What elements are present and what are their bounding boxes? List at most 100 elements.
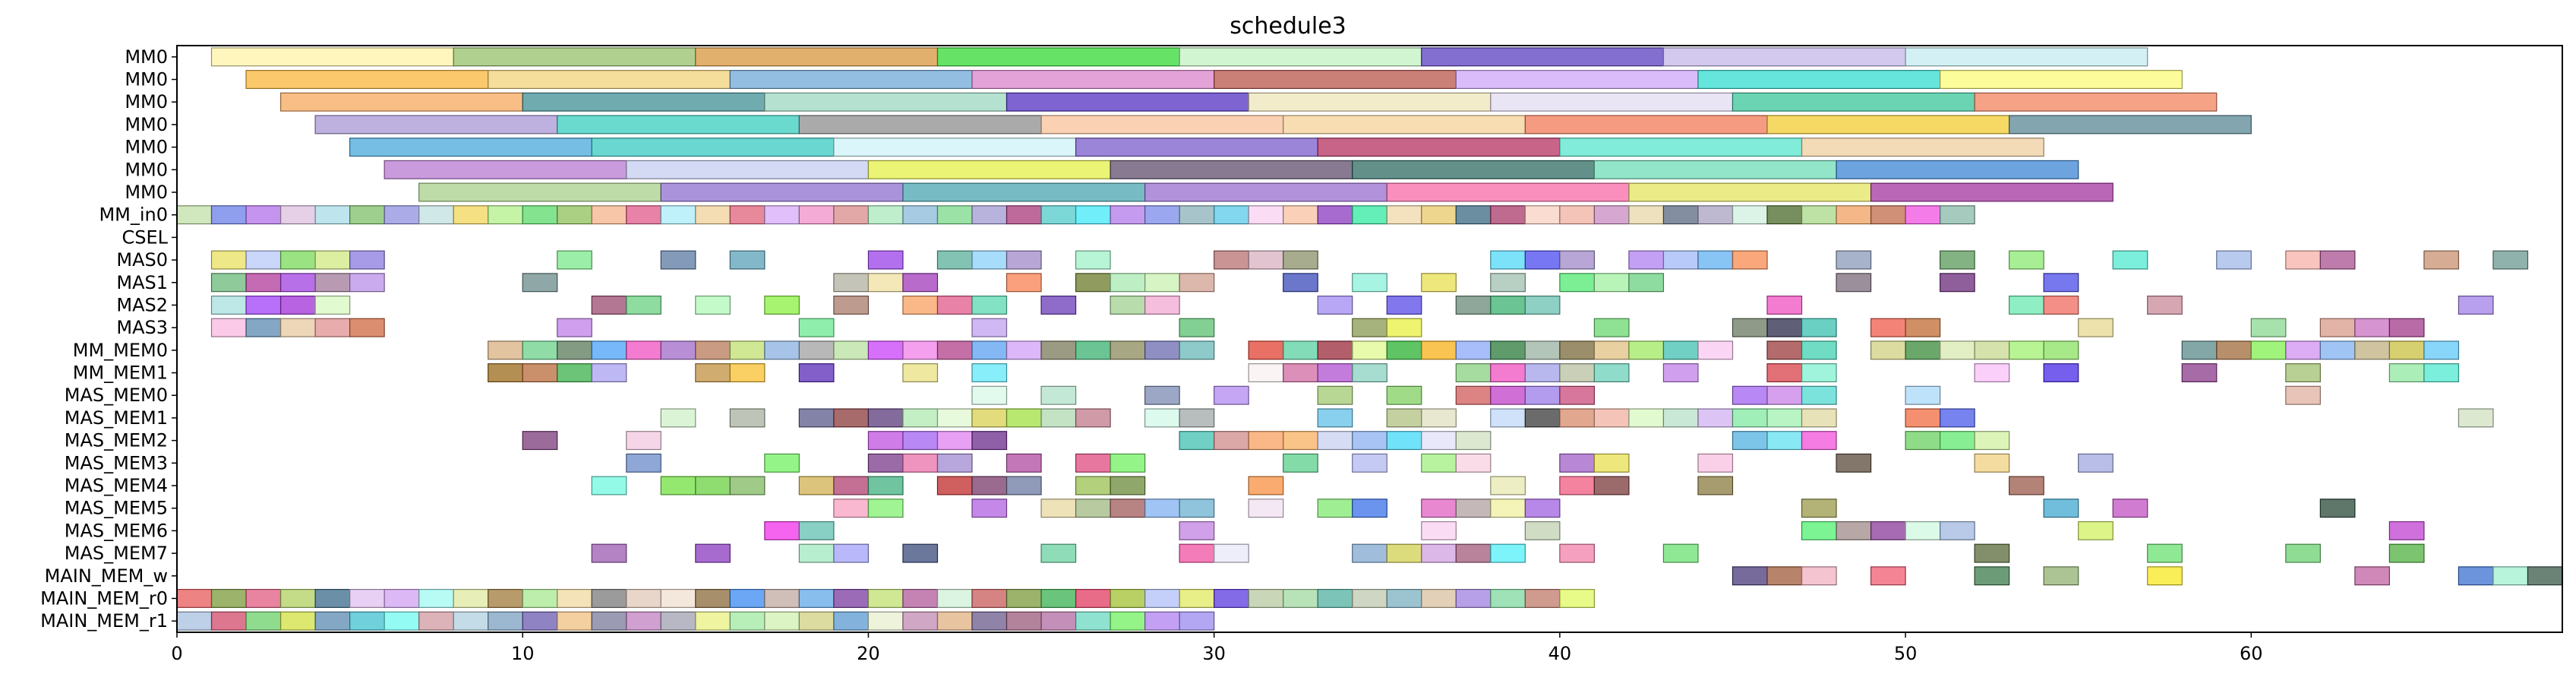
task-bar <box>936 205 973 225</box>
task-bar <box>1801 566 1837 586</box>
task-bar <box>1801 318 1837 337</box>
task-bar <box>557 363 592 383</box>
task-bar <box>210 47 454 67</box>
task-bar <box>1075 588 1111 608</box>
task-bar <box>1005 611 1042 631</box>
task-bar <box>1870 318 1906 337</box>
task-bar <box>902 611 939 631</box>
task-bar <box>867 588 904 608</box>
task-bar <box>2043 295 2079 315</box>
task-bar <box>1697 476 1734 495</box>
task-bar <box>522 363 558 383</box>
task-bar <box>1490 250 1526 270</box>
task-bar <box>660 408 696 428</box>
task-bar <box>1317 340 1353 360</box>
task-bar <box>384 588 420 608</box>
task-bar <box>1386 588 1422 608</box>
task-bar <box>729 340 766 360</box>
task-bar <box>1352 499 1387 518</box>
task-bar <box>1524 385 1561 405</box>
task-bar <box>2285 250 2321 270</box>
task-bar <box>418 588 454 608</box>
task-bar <box>591 138 835 157</box>
task-bar <box>176 205 213 225</box>
x-tick-label: 0 <box>171 643 182 664</box>
task-bar <box>1766 115 2010 135</box>
task-bar <box>1766 340 1803 360</box>
task-bar <box>1593 205 1630 225</box>
task-bar <box>1040 205 1077 225</box>
task-bar <box>1697 205 1734 225</box>
task-bar <box>488 588 523 608</box>
task-bar <box>1386 205 1422 225</box>
task-bar <box>798 476 835 495</box>
task-bar <box>279 205 316 225</box>
task-bar <box>1836 273 1872 293</box>
task-bar <box>245 70 489 90</box>
task-bar <box>1559 340 1595 360</box>
task-bar <box>1144 499 1180 518</box>
task-bar <box>1386 385 1422 405</box>
task-bar <box>1352 273 1387 293</box>
task-bar <box>1283 273 1318 293</box>
task-bar <box>1559 205 1595 225</box>
task-bar <box>2043 273 2079 293</box>
task-bar <box>1352 160 1595 179</box>
task-bar <box>1179 431 1215 451</box>
task-bar <box>2458 408 2494 428</box>
task-bar <box>557 588 592 608</box>
y-tick-label: MM0 <box>125 137 168 158</box>
task-bar <box>557 205 592 225</box>
task-bar <box>936 588 973 608</box>
task-bar <box>936 611 973 631</box>
task-bar <box>1005 92 1249 112</box>
task-bar <box>1697 250 1734 270</box>
task-bar <box>522 205 558 225</box>
task-bar <box>695 295 731 315</box>
y-tick-label: MM0 <box>125 159 168 180</box>
task-bar <box>729 205 766 225</box>
task-bar <box>1421 521 1457 540</box>
task-bar <box>1836 160 2079 179</box>
task-bar <box>1144 385 1180 405</box>
task-bar <box>1559 408 1595 428</box>
task-bar <box>660 250 696 270</box>
task-bar <box>729 588 766 608</box>
task-bar <box>626 160 870 179</box>
task-bar <box>936 250 973 270</box>
task-bar <box>279 611 316 631</box>
task-bar <box>936 340 973 360</box>
task-bar <box>557 318 592 337</box>
task-bar <box>798 588 835 608</box>
task-bar <box>1214 70 1457 90</box>
task-bar <box>488 363 523 383</box>
task-bar <box>1524 521 1561 540</box>
task-bar <box>1905 205 1941 225</box>
task-bar <box>522 611 558 631</box>
task-bar <box>729 611 766 631</box>
task-bar <box>833 476 870 495</box>
task-bar <box>314 318 351 337</box>
task-bar <box>1283 431 1318 451</box>
task-bar <box>2285 543 2321 563</box>
task-bar <box>488 340 523 360</box>
task-bar <box>2319 340 2356 360</box>
task-bar <box>1455 543 1492 563</box>
task-bar <box>314 611 351 631</box>
task-bar <box>971 588 1008 608</box>
task-bar <box>1559 273 1595 293</box>
task-bar <box>1836 250 1872 270</box>
task-bar <box>1144 182 1387 202</box>
task-bar <box>833 611 870 631</box>
task-bar <box>522 588 558 608</box>
task-bar <box>1455 453 1492 473</box>
task-bar <box>1870 521 1906 540</box>
task-bar <box>1593 476 1630 495</box>
task-bar <box>1628 182 1872 202</box>
task-bar <box>1075 205 1111 225</box>
task-bar <box>2009 476 2044 495</box>
task-bar <box>1248 340 1284 360</box>
task-bar <box>384 160 627 179</box>
task-bar <box>936 453 973 473</box>
task-bar <box>1559 363 1595 383</box>
